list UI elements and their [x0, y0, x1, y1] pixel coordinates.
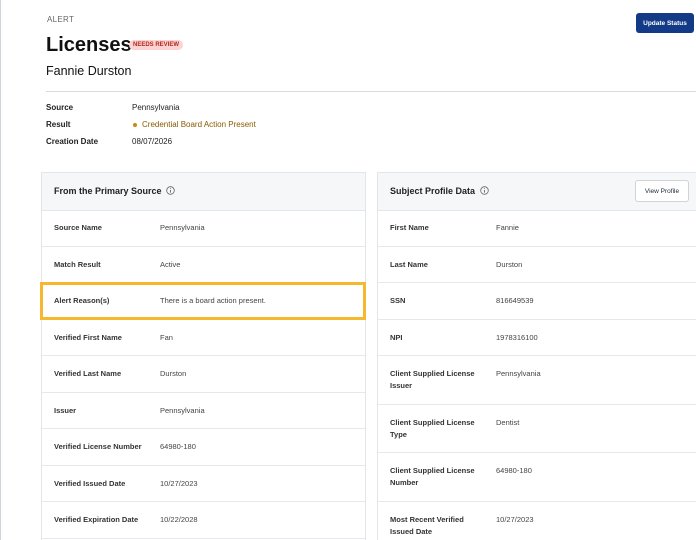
data-row: Verified Expiration Date 10/22/2028 [42, 502, 365, 539]
data-row: Verified First Name Fan [42, 320, 365, 356]
data-row: Client Supplied License Issuer Pennsylvan… [378, 356, 696, 405]
row-value: 10/27/2023 [496, 514, 534, 524]
subject-name: Fannie Durston [46, 64, 132, 78]
row-label: SSN [390, 296, 406, 306]
primary-source-card: From the Primary Source Source Name Penns… [41, 172, 366, 540]
summary-label: Source [46, 103, 74, 112]
card-header: From the Primary Source [42, 173, 365, 211]
row-label: Most Recent Verified Issued Date [390, 514, 464, 536]
row-value: 816649539 [496, 296, 534, 306]
row-value: Durston [496, 259, 523, 269]
data-row: Last Name Durston [378, 247, 696, 283]
left-border [0, 0, 1, 540]
card-header: Subject Profile Data View Profile [378, 173, 696, 211]
view-profile-button[interactable]: View Profile [635, 180, 689, 202]
row-value: 10/27/2023 [160, 478, 198, 488]
card-title: Subject Profile Data [390, 186, 489, 196]
summary-value: 08/07/2026 [132, 137, 173, 146]
row-value: Active [160, 259, 181, 269]
row-label: Verified Issued Date [54, 478, 126, 488]
row-label: Source Name [54, 223, 102, 233]
data-row: NPI 1978316100 [378, 320, 696, 356]
row-value: Fan [160, 332, 173, 342]
row-value: Pennsylvania [496, 369, 541, 379]
data-row: Most Recent Verified Issued Date 10/27/20… [378, 502, 696, 540]
row-label: Verified First Name [54, 332, 122, 342]
card-title-text: Subject Profile Data [390, 186, 476, 196]
status-dot [133, 123, 137, 127]
data-row: Verified Issued Date 10/27/2023 [42, 466, 365, 502]
row-label: Verified Expiration Date [54, 515, 139, 525]
summary-value: Credential Board Action Present [142, 120, 256, 129]
row-value: Pennsylvania [160, 405, 205, 415]
data-row: Match Result Active [42, 247, 365, 283]
summary-label: Creation Date [46, 137, 99, 146]
status-badge: NEEDS REVIEW [129, 40, 184, 50]
row-value: Durston [160, 369, 187, 379]
data-row: Verified Last Name Durston [42, 356, 365, 393]
row-label: Client Supplied License Number [390, 466, 475, 488]
row-value: There is a board action present. [160, 296, 266, 306]
data-row: Client Supplied License Number 64980-180 [378, 453, 696, 502]
summary-label: Result [46, 120, 71, 129]
divider [46, 91, 696, 92]
eyebrow: ALERT [47, 15, 75, 24]
card-title: From the Primary Source [54, 186, 175, 196]
update-status-button[interactable]: Update Status [636, 13, 694, 33]
data-row: First Name Fannie [378, 210, 696, 247]
row-value: Dentist [496, 417, 520, 427]
row-label: Match Result [54, 259, 101, 269]
row-value: Pennsylvania [160, 223, 205, 233]
data-row: Client Supplied License Type Dentist [378, 405, 696, 453]
row-label: Last Name [390, 259, 428, 269]
row-value: 64980-180 [496, 466, 532, 476]
row-value: 1978316100 [496, 332, 538, 342]
row-value: 10/22/2028 [160, 515, 198, 525]
row-label: NPI [390, 332, 403, 342]
row-label: Issuer [54, 405, 77, 415]
row-label: Alert Reason(s) [54, 296, 110, 306]
subject-profile-card: Subject Profile Data View Profile First … [377, 172, 696, 540]
card-title-text: From the Primary Source [54, 186, 162, 196]
summary-value: Pennsylvania [132, 103, 180, 112]
highlight-box [40, 282, 366, 320]
row-label: Client Supplied License Type [390, 417, 475, 439]
data-row: Issuer Pennsylvania [42, 393, 365, 429]
info-icon[interactable] [166, 186, 175, 195]
info-icon[interactable] [479, 186, 489, 195]
row-label: Client Supplied License Issuer [390, 369, 475, 391]
row-label: First Name [390, 223, 429, 233]
data-row: Source Name Pennsylvania [42, 210, 365, 247]
data-row: SSN 816649539 [378, 283, 696, 320]
row-label: Verified Last Name [54, 369, 122, 379]
row-value: Fannie [496, 223, 519, 233]
row-label: Verified License Number [54, 442, 142, 452]
row-value: 64980-180 [160, 442, 196, 452]
page-title: Licenses [46, 34, 132, 56]
data-row: Verified License Number 64980-180 [42, 429, 365, 466]
